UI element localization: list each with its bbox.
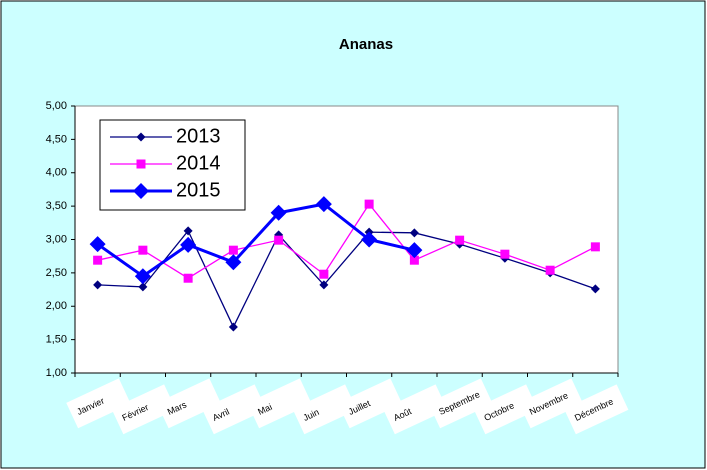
x-tick-group: Mars	[156, 378, 222, 429]
marker	[364, 199, 374, 209]
series-line	[97, 229, 596, 329]
x-tick-group: Mai	[247, 378, 312, 429]
x-tick-label-bg	[428, 378, 493, 429]
marker	[183, 226, 193, 236]
x-tick-label-bg	[337, 378, 403, 429]
legend-marker	[136, 159, 146, 169]
x-tick-label-bg	[66, 378, 131, 429]
marker	[361, 231, 378, 248]
x-tick-group: Janvier	[66, 378, 131, 429]
marker	[409, 255, 419, 265]
x-tick-group: Août	[383, 384, 448, 435]
x-tick-label-bg	[111, 384, 176, 435]
marker	[228, 322, 238, 332]
marker	[274, 235, 284, 245]
marker	[93, 255, 103, 265]
marker	[138, 245, 148, 255]
series-line	[96, 202, 415, 279]
legend-label: 2015	[176, 179, 221, 201]
marker	[406, 242, 423, 259]
x-tick-group: Avril	[202, 384, 267, 435]
marker	[180, 236, 197, 253]
marker	[228, 245, 238, 255]
marker	[270, 204, 287, 221]
marker	[500, 249, 510, 259]
series-line	[97, 203, 596, 279]
y-tick-label: 1,50	[46, 334, 67, 346]
legend-label: 2014	[176, 152, 221, 174]
chart-title: Ananas	[339, 36, 393, 53]
marker	[455, 235, 465, 245]
marker	[93, 280, 103, 290]
marker	[409, 228, 419, 238]
x-tick-label-bg	[156, 378, 222, 429]
x-tick-label-bg	[292, 384, 357, 435]
marker	[590, 284, 600, 294]
legend-label: 2013	[176, 125, 221, 147]
x-tick-label-bg	[564, 384, 629, 435]
x-tick-label-bg	[383, 384, 448, 435]
legend-marker	[136, 132, 146, 142]
marker	[134, 268, 151, 285]
marker	[545, 265, 555, 275]
y-tick-label: 1,00	[46, 367, 67, 379]
x-tick-label-bg	[473, 384, 538, 435]
y-tick-label: 4,00	[46, 167, 67, 179]
x-tick-group: Octobre	[473, 384, 538, 435]
y-tick-label: 4,50	[46, 133, 67, 145]
x-tick-group: Juin	[292, 384, 357, 435]
x-tick-label-bg	[247, 378, 312, 429]
y-tick-label: 3,50	[46, 200, 67, 212]
x-tick-group: Juillet	[337, 378, 403, 429]
marker	[225, 254, 242, 271]
marker	[319, 280, 329, 290]
x-tick-label-bg	[202, 384, 267, 435]
y-tick-label: 2,00	[46, 300, 67, 312]
marker	[315, 196, 332, 213]
marker	[319, 269, 329, 279]
y-tick-label: 5,00	[46, 100, 67, 112]
y-tick-label: 2,50	[46, 267, 67, 279]
x-tick-group: Février	[111, 384, 176, 435]
y-tick-label: 3,00	[46, 233, 67, 245]
x-tick-label-bg	[518, 378, 584, 429]
legend-box	[99, 119, 246, 211]
marker	[89, 236, 106, 253]
marker	[138, 282, 148, 292]
marker	[183, 273, 193, 283]
legend-marker	[133, 183, 149, 199]
marker	[590, 242, 600, 252]
